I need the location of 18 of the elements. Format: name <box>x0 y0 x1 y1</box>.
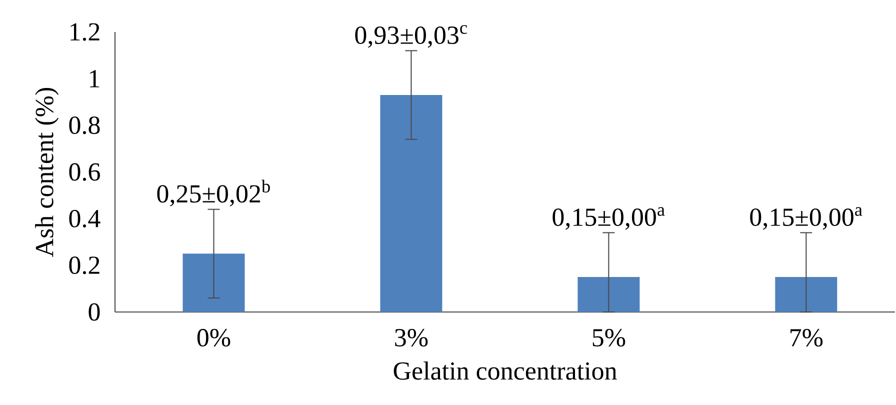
data-label: 0,93±0,03$^{c}$ <box>355 25 467 48</box>
y-tick-label: 0.6 <box>69 163 100 181</box>
data-label: 0,15±0,00$^{a}$ <box>552 207 665 230</box>
y-tick-label: 1 <box>90 70 100 88</box>
y-tick-label: 1.2 <box>70 23 100 41</box>
y-tick-label: 0 <box>88 303 100 321</box>
x-tick-label: 7% <box>790 328 823 347</box>
y-axis-title: Ash content (%) <box>35 88 59 257</box>
y-tick-label: 0.8 <box>69 116 100 134</box>
y-tick-label: 0.2 <box>69 256 100 274</box>
y-tick-label: 0.4 <box>69 210 100 228</box>
x-tick-label: 3% <box>395 328 428 347</box>
data-label: 0,25±0,02$^{b}$ <box>157 180 270 206</box>
x-tick-label: 0% <box>197 328 230 347</box>
x-axis-title: Gelatin concentration <box>394 362 617 380</box>
x-tick-label: 5% <box>592 328 626 347</box>
data-label: 0,15±0,00$^{a}$ <box>750 207 862 230</box>
bar <box>380 95 442 312</box>
